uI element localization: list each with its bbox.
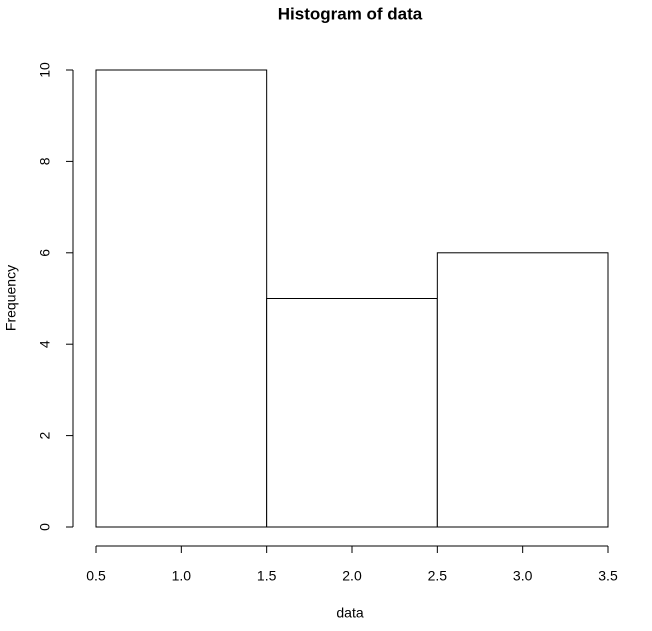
x-axis-label: data — [336, 605, 363, 621]
bar — [95, 69, 268, 528]
x-tick-label: 2.5 — [428, 568, 448, 584]
x-tick-label: 1.0 — [172, 568, 192, 584]
y-tick-label: 10 — [37, 62, 53, 78]
bar — [436, 252, 609, 528]
x-tick-label: 2.0 — [342, 568, 362, 584]
chart-title: Histogram of data — [278, 4, 423, 23]
y-axis-label: Frequency — [3, 265, 19, 331]
y-tick-label: 2 — [37, 431, 53, 439]
x-tick-label: 3.5 — [598, 568, 618, 584]
y-tick-label: 8 — [37, 157, 53, 165]
y-tick-label: 0 — [37, 523, 53, 531]
bar — [266, 298, 438, 528]
y-tick-label: 6 — [37, 249, 53, 257]
x-tick-label: 3.0 — [513, 568, 533, 584]
y-tick-label: 4 — [37, 340, 53, 348]
x-tick-label: 1.5 — [257, 568, 277, 584]
x-tick-label: 0.5 — [86, 568, 106, 584]
